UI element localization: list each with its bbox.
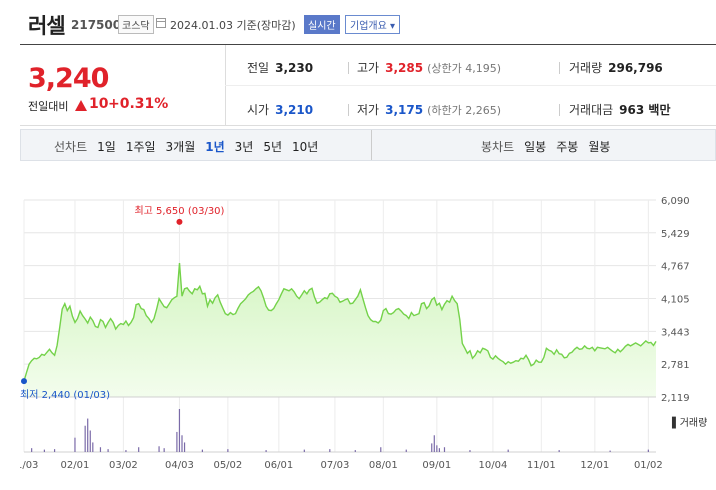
calendar-icon [156, 18, 166, 28]
y-tick-label: 4,767 [661, 262, 690, 273]
trade-amount: 거래대금 963 백만 [569, 101, 670, 118]
low-value: 3,175 [385, 103, 424, 117]
current-price: 3,240 [28, 63, 109, 94]
cell-separator [559, 104, 560, 116]
line-chart-label: 선차트 [54, 140, 88, 154]
x-tick-label: 08/01 [369, 460, 398, 471]
high-value: 3,285 [385, 61, 424, 75]
x-tick-label: 12/01 [580, 460, 609, 471]
x-tick-label: 11/01 [527, 460, 556, 471]
high-label: 고가 [357, 61, 380, 75]
x-tick-label: 09/01 [422, 460, 451, 471]
x-tick-label: 06/01 [264, 460, 293, 471]
x-tick-label: 05/02 [213, 460, 242, 471]
price-area [24, 263, 656, 397]
amount-value: 963 백만 [619, 103, 671, 117]
cell-separator [348, 62, 349, 74]
date-text: 2024.01.03 기준(장마감) [170, 19, 296, 32]
period-tab[interactable]: 10년 [292, 140, 319, 154]
x-tick-label: 01/03 [20, 460, 38, 471]
low: 저가 3,175 (하한가 2,265) [357, 101, 501, 118]
lower-limit: (하한가 2,265) [427, 104, 501, 117]
y-tick-label: 6,090 [661, 196, 690, 207]
open: 시가 3,210 [247, 101, 313, 118]
period-tab[interactable]: 1일 [97, 140, 116, 154]
x-tick-label: 01/02 [634, 460, 663, 471]
y-tick-label: 5,429 [661, 229, 690, 240]
price-summary: 3,240 전일대비 10 +0.31% 전일 3,230 고가 3,285 (상한가… [20, 44, 716, 126]
candle-chart-label: 봉차트 [481, 140, 515, 154]
period-tab[interactable]: 5년 [263, 140, 283, 154]
open-value: 3,210 [275, 103, 314, 117]
candle-tab[interactable]: 주봉 [556, 140, 579, 154]
stock-header: 러셀 217500 코스닥 2024.01.03 기준(장마감) 실시간 기업개… [0, 0, 716, 40]
price-chart[interactable]: 6,090 5,429 4,767 4,105 3,443 2,781 2,119 01/03… [10, 194, 716, 478]
candle-chart-periods: 봉차트 일봉 주봉 월봉 [481, 138, 620, 155]
line-chart-periods: 선차트 1일 1주일 3개월 1년 3년 5년 10년 [54, 138, 328, 155]
x-tick-label: 02/01 [61, 460, 90, 471]
volume-label: 거래량 [569, 61, 603, 75]
prev-close-value: 3,230 [275, 61, 314, 75]
change-percent: +0.31% [108, 96, 169, 112]
x-tick-label: 03/02 [109, 460, 138, 471]
y-tick-label: 2,781 [661, 360, 690, 371]
open-label: 시가 [247, 103, 270, 117]
market-badge: 코스닥 [118, 15, 154, 34]
high-marker [176, 218, 183, 225]
change-label: 전일대비 [28, 100, 69, 113]
x-tick-label: 07/03 [320, 460, 349, 471]
prev-close-label: 전일 [247, 61, 270, 75]
x-tick-label: 10/04 [478, 460, 507, 471]
x-tick-label: 04/03 [165, 460, 194, 471]
upper-limit: (상한가 4,195) [427, 62, 501, 75]
period-selector: 선차트 1일 1주일 3개월 1년 3년 5년 10년 봉차트 일봉 주봉 월봉 [20, 129, 716, 161]
volume-value: 296,796 [608, 61, 663, 75]
triangle-up-icon [75, 100, 87, 111]
candle-tab[interactable]: 월봉 [588, 140, 611, 154]
prev-close: 전일 3,230 [247, 59, 313, 76]
realtime-button[interactable]: 실시간 [304, 15, 340, 34]
change-amount: 10 [89, 96, 109, 112]
cell-separator [559, 62, 560, 74]
volume: 거래량 296,796 [569, 59, 663, 76]
low-marker [21, 378, 27, 385]
stock-name: 러셀 [28, 14, 66, 38]
price-line [23, 262, 657, 382]
y-tick-label: 3,443 [661, 327, 690, 338]
period-tab[interactable]: 3년 [234, 140, 254, 154]
price-chart-svg[interactable]: 6,090 5,429 4,767 4,105 3,443 2,781 2,119 01/03… [10, 194, 716, 474]
period-tab[interactable]: 1주일 [125, 140, 156, 154]
high-annotation: 최고 5,650 (03/30) [134, 205, 224, 217]
low-label: 저가 [357, 103, 380, 117]
candle-tab[interactable]: 일봉 [524, 140, 547, 154]
amount-label: 거래대금 [569, 103, 614, 117]
summary-row-divider [225, 85, 716, 86]
company-overview-button[interactable]: 기업개요 ▾ [345, 15, 400, 34]
period-tab[interactable]: 3개월 [165, 140, 196, 154]
volume-legend: ▌거래량 [671, 416, 707, 429]
period-divider [371, 130, 372, 160]
y-tick-label: 4,105 [661, 294, 690, 305]
stock-code: 217500 [71, 18, 122, 32]
y-tick-label: 2,119 [661, 393, 690, 404]
period-tab[interactable]: 1년 [205, 140, 225, 154]
cell-separator [348, 104, 349, 116]
high: 고가 3,285 (상한가 4,195) [357, 59, 501, 76]
low-annotation: 최저 2,440 (01/03) [20, 389, 110, 401]
